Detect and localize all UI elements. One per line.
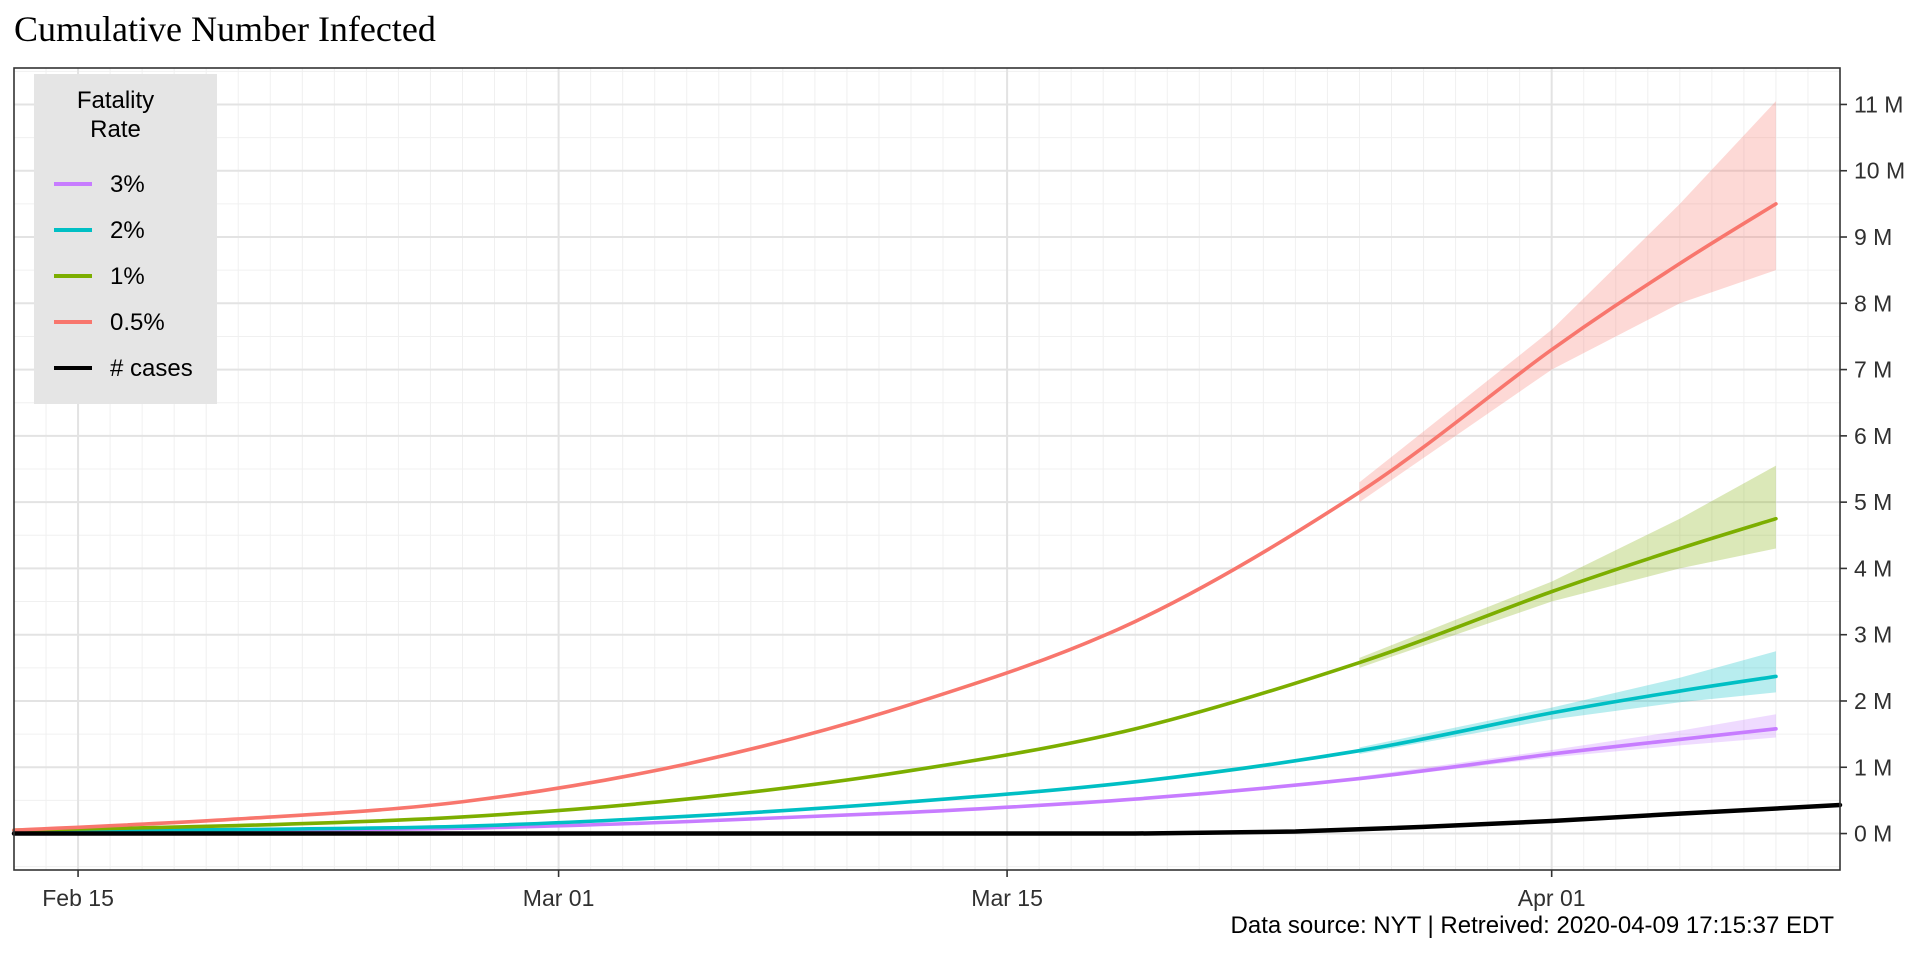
legend-title: Rate (90, 116, 141, 143)
confidence-band (1359, 651, 1776, 755)
y-tick-label: 1 M (1854, 754, 1892, 780)
legend-label: 3% (110, 171, 145, 198)
data-source-caption: Data source: NYT | Retreived: 2020-04-09… (1230, 912, 1834, 939)
confidence-band (1359, 101, 1776, 503)
y-tick-label: 11 M (1854, 91, 1903, 117)
confidence-band (1359, 465, 1776, 668)
y-tick-label: 7 M (1854, 357, 1892, 383)
y-tick-label: 4 M (1854, 555, 1892, 581)
y-tick-label: 9 M (1854, 224, 1892, 250)
series-line-0-5 (12, 202, 1778, 833)
y-tick-label: 3 M (1854, 622, 1892, 648)
series-line-cases (11, 802, 1843, 836)
legend-box (34, 74, 217, 404)
y-tick-label: 6 M (1854, 423, 1892, 449)
y-tick-label: 0 M (1854, 821, 1892, 847)
legend-label: 2% (110, 217, 145, 244)
series-lines (11, 202, 1843, 836)
chart-title: Cumulative Number Infected (14, 9, 436, 49)
legend-label: 1% (110, 263, 145, 290)
x-tick-label: Mar 01 (523, 885, 595, 911)
series-line-2 (12, 674, 1778, 833)
y-tick-label: 2 M (1854, 688, 1892, 714)
series-line-1 (12, 516, 1778, 833)
legend-label: 0.5% (110, 309, 165, 336)
y-tick-label: 5 M (1854, 489, 1892, 515)
x-tick-label: Mar 15 (971, 885, 1043, 911)
legend-title: Fatality (77, 87, 154, 114)
y-tick-label: 10 M (1854, 158, 1905, 184)
legend-label: # cases (110, 355, 193, 382)
plot-border (13, 67, 1841, 871)
axes: Feb 15 Mar 01 Mar 15 Apr 01 0 M 1 M 2 M 3 M 4 M 5… (42, 91, 1905, 911)
y-tick-label: 8 M (1854, 290, 1892, 316)
x-tick-label: Apr 01 (1518, 885, 1586, 911)
x-tick-label: Feb 15 (42, 885, 114, 911)
